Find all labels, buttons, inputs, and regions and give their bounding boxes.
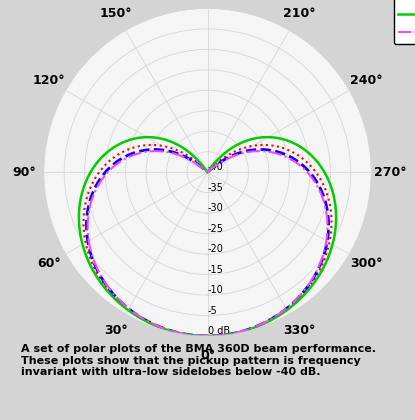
2.5 KHz xyxy=(126,138,131,143)
4.0 KHz xyxy=(143,318,148,323)
1.0 KHz xyxy=(323,186,328,192)
4.0 KHz xyxy=(205,333,210,339)
1.0 KHz xyxy=(102,281,107,286)
1.0 KHz xyxy=(205,333,210,339)
2.5 KHz xyxy=(100,283,105,288)
4.0 KHz xyxy=(316,186,321,191)
Line: 4.0 KHz: 4.0 KHz xyxy=(88,151,327,336)
1.0 KHz xyxy=(143,318,148,323)
Text: A set of polar plots of the BMA 360D beam performance.
These plots show that the: A set of polar plots of the BMA 360D bea… xyxy=(20,344,376,378)
1.0 KHz xyxy=(139,143,144,148)
2.5 KHz xyxy=(330,187,334,192)
1.5 KHz xyxy=(103,281,107,286)
2.5 KHz xyxy=(100,282,105,287)
1.5 KHz xyxy=(205,333,210,339)
2.5 KHz xyxy=(205,333,210,339)
1.5 KHz xyxy=(263,147,268,152)
4.0 KHz xyxy=(205,333,210,339)
1.0 KHz xyxy=(273,144,278,149)
1.5 KHz xyxy=(143,318,148,323)
Line: 1.5 KHz: 1.5 KHz xyxy=(86,150,329,336)
1.5 KHz xyxy=(318,186,323,191)
Line: 2.5 KHz: 2.5 KHz xyxy=(79,137,336,336)
4.0 KHz xyxy=(153,149,158,154)
4.0 KHz xyxy=(102,279,107,284)
2.5 KHz xyxy=(286,138,291,143)
1.5 KHz xyxy=(149,147,154,152)
4.0 KHz xyxy=(259,149,264,154)
Legend: 1.0 KHz, 1.5 KHz, 2.5 KHz, 4.0 KHz: 1.0 KHz, 1.5 KHz, 2.5 KHz, 4.0 KHz xyxy=(393,0,415,45)
2.5 KHz xyxy=(143,318,148,323)
1.0 KHz xyxy=(101,281,106,286)
1.5 KHz xyxy=(102,279,107,284)
2.5 KHz xyxy=(205,333,210,339)
1.5 KHz xyxy=(205,333,210,339)
Line: 1.0 KHz: 1.0 KHz xyxy=(83,145,332,336)
4.0 KHz xyxy=(103,280,107,285)
1.0 KHz xyxy=(205,333,210,339)
